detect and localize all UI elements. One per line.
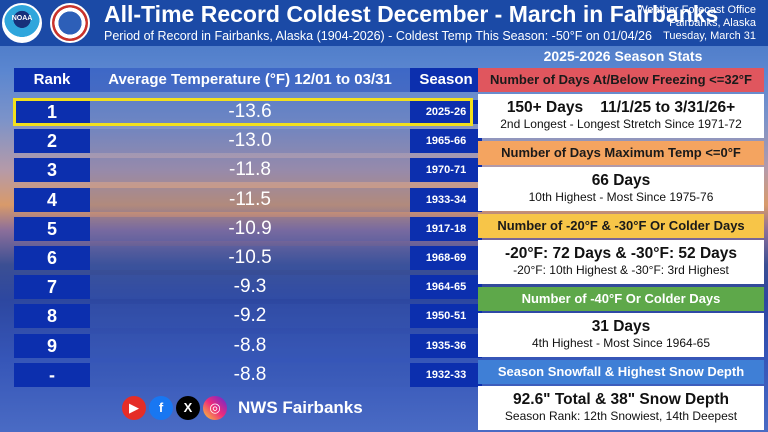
season-stats-title: 2025-2026 Season Stats <box>543 48 703 64</box>
season-cell: 1964-65 <box>410 275 482 300</box>
stat-body: 66 Days 10th Highest - Most Since 1975-7… <box>478 167 764 211</box>
column-header-temperature: Average Temperature (°F) 12/01 to 03/31 <box>90 68 410 92</box>
stat-main-value: 66 Days <box>591 172 651 189</box>
page-subtitle: Period of Record in Fairbanks, Alaska (1… <box>104 29 652 43</box>
stat-main-value: 150+ Days 11/1/25 to 3/31/26+ <box>506 99 736 116</box>
season-cell: 2025-26 <box>410 100 482 124</box>
temperature-cell: -9.3 <box>90 275 410 300</box>
rank-cell: 8 <box>14 304 90 329</box>
table-row: 7 -9.3 1964-65 <box>14 275 482 300</box>
office-name: Weather Forecast Office <box>637 4 756 16</box>
table-row: 2 -13.0 1965-66 <box>14 129 482 154</box>
nws-logo-icon <box>50 3 90 43</box>
rank-cell: 9 <box>14 333 90 358</box>
stat-header: Number of -20°F & -30°F Or Colder Days <box>478 214 764 238</box>
stat-body: 92.6" Total & 38" Snow Depth Season Rank… <box>478 386 764 430</box>
season-cell: 1933-34 <box>410 187 482 212</box>
temperature-cell: -11.5 <box>90 187 410 212</box>
table-row: 1 -13.6 2025-26 <box>14 100 482 124</box>
temperature-cell: -13.6 <box>90 100 410 124</box>
office-location: Fairbanks, Alaska <box>669 17 756 29</box>
season-cell: 1968-69 <box>410 246 482 270</box>
social-media-bar: ▶ f X ◎ NWS Fairbanks <box>122 396 363 420</box>
table-row: 5 -10.9 1917-18 <box>14 216 482 241</box>
office-date: Tuesday, March 31 <box>663 30 756 42</box>
stat-sub-text: -20°F: 10th Highest & -30°F: 3rd Highest <box>513 263 729 277</box>
stat-header: Season Snowfall & Highest Snow Depth <box>478 360 764 384</box>
stat-main-value: -20°F: 72 Days & -30°F: 52 Days <box>504 245 738 262</box>
rank-cell: 3 <box>14 158 90 183</box>
rank-cell: 6 <box>14 246 90 270</box>
table-row: 4 -11.5 1933-34 <box>14 187 482 212</box>
noaa-logo-text: NOAA <box>11 15 33 22</box>
rank-cell: 2 <box>14 129 90 154</box>
stat-main-value: 31 Days <box>591 318 651 335</box>
table-row: 3 -11.8 1970-71 <box>14 158 482 183</box>
rank-cell: 5 <box>14 216 90 241</box>
x-icon[interactable]: X <box>176 396 200 420</box>
rank-cell: 7 <box>14 275 90 300</box>
stat-header: Number of Days Maximum Temp <=0°F <box>478 141 764 165</box>
stat-body: 31 Days 4th Highest - Most Since 1964-65 <box>478 313 764 357</box>
stat-header: Number of -40°F Or Colder Days <box>478 287 764 311</box>
season-cell: 1935-36 <box>410 333 482 358</box>
stat-body: -20°F: 72 Days & -30°F: 52 Days -20°F: 1… <box>478 240 764 284</box>
table-row: 8 -9.2 1950-51 <box>14 304 482 329</box>
temperature-cell: -8.8 <box>90 333 410 358</box>
temperature-cell: -10.5 <box>90 246 410 270</box>
season-cell: 1965-66 <box>410 129 482 154</box>
table-header: Rank Average Temperature (°F) 12/01 to 0… <box>14 68 482 92</box>
stat-body: 150+ Days 11/1/25 to 3/31/26+ 2nd Longes… <box>478 94 764 138</box>
temperature-cell: -9.2 <box>90 304 410 329</box>
rank-cell: 4 <box>14 187 90 212</box>
stat-sub-text: 4th Highest - Most Since 1964-65 <box>531 336 711 350</box>
temperature-cell: -10.9 <box>90 216 410 241</box>
page-title: All-Time Record Coldest December - March… <box>104 1 719 27</box>
stat-sub-text: 10th Highest - Most Since 1975-76 <box>528 190 714 204</box>
column-header-season: Season <box>410 68 482 92</box>
header-banner: NOAA All-Time Record Coldest December - … <box>0 0 768 46</box>
season-cell: 1970-71 <box>410 158 482 183</box>
noaa-logo-icon: NOAA <box>2 3 42 43</box>
stat-header: Number of Days At/Below Freezing <=32°F <box>478 68 764 92</box>
rank-cell: - <box>14 362 90 387</box>
season-cell: 1932-33 <box>410 362 482 387</box>
office-info: Weather Forecast Office Fairbanks, Alask… <box>637 4 756 43</box>
stat-sub-text: 2nd Longest - Longest Stretch Since 1971… <box>500 117 742 131</box>
facebook-icon[interactable]: f <box>149 396 173 420</box>
table-row: 6 -10.5 1968-69 <box>14 246 482 270</box>
temperature-cell: -11.8 <box>90 158 410 183</box>
column-header-rank: Rank <box>14 68 90 92</box>
youtube-icon[interactable]: ▶ <box>122 396 146 420</box>
rank-cell: 1 <box>14 100 90 124</box>
table-row: 9 -8.8 1935-36 <box>14 333 482 358</box>
stat-main-value: 92.6" Total & 38" Snow Depth <box>513 391 729 408</box>
nws-fairbanks-label: NWS Fairbanks <box>238 398 363 417</box>
temperature-cell: -13.0 <box>90 129 410 154</box>
season-cell: 1950-51 <box>410 304 482 329</box>
stat-sub-text: Season Rank: 12th Snowiest, 14th Deepest <box>504 409 738 423</box>
instagram-icon[interactable]: ◎ <box>203 396 227 420</box>
temperature-cell: -8.8 <box>90 362 410 387</box>
table-row: - -8.8 1932-33 <box>14 362 482 387</box>
season-cell: 1917-18 <box>410 216 482 241</box>
